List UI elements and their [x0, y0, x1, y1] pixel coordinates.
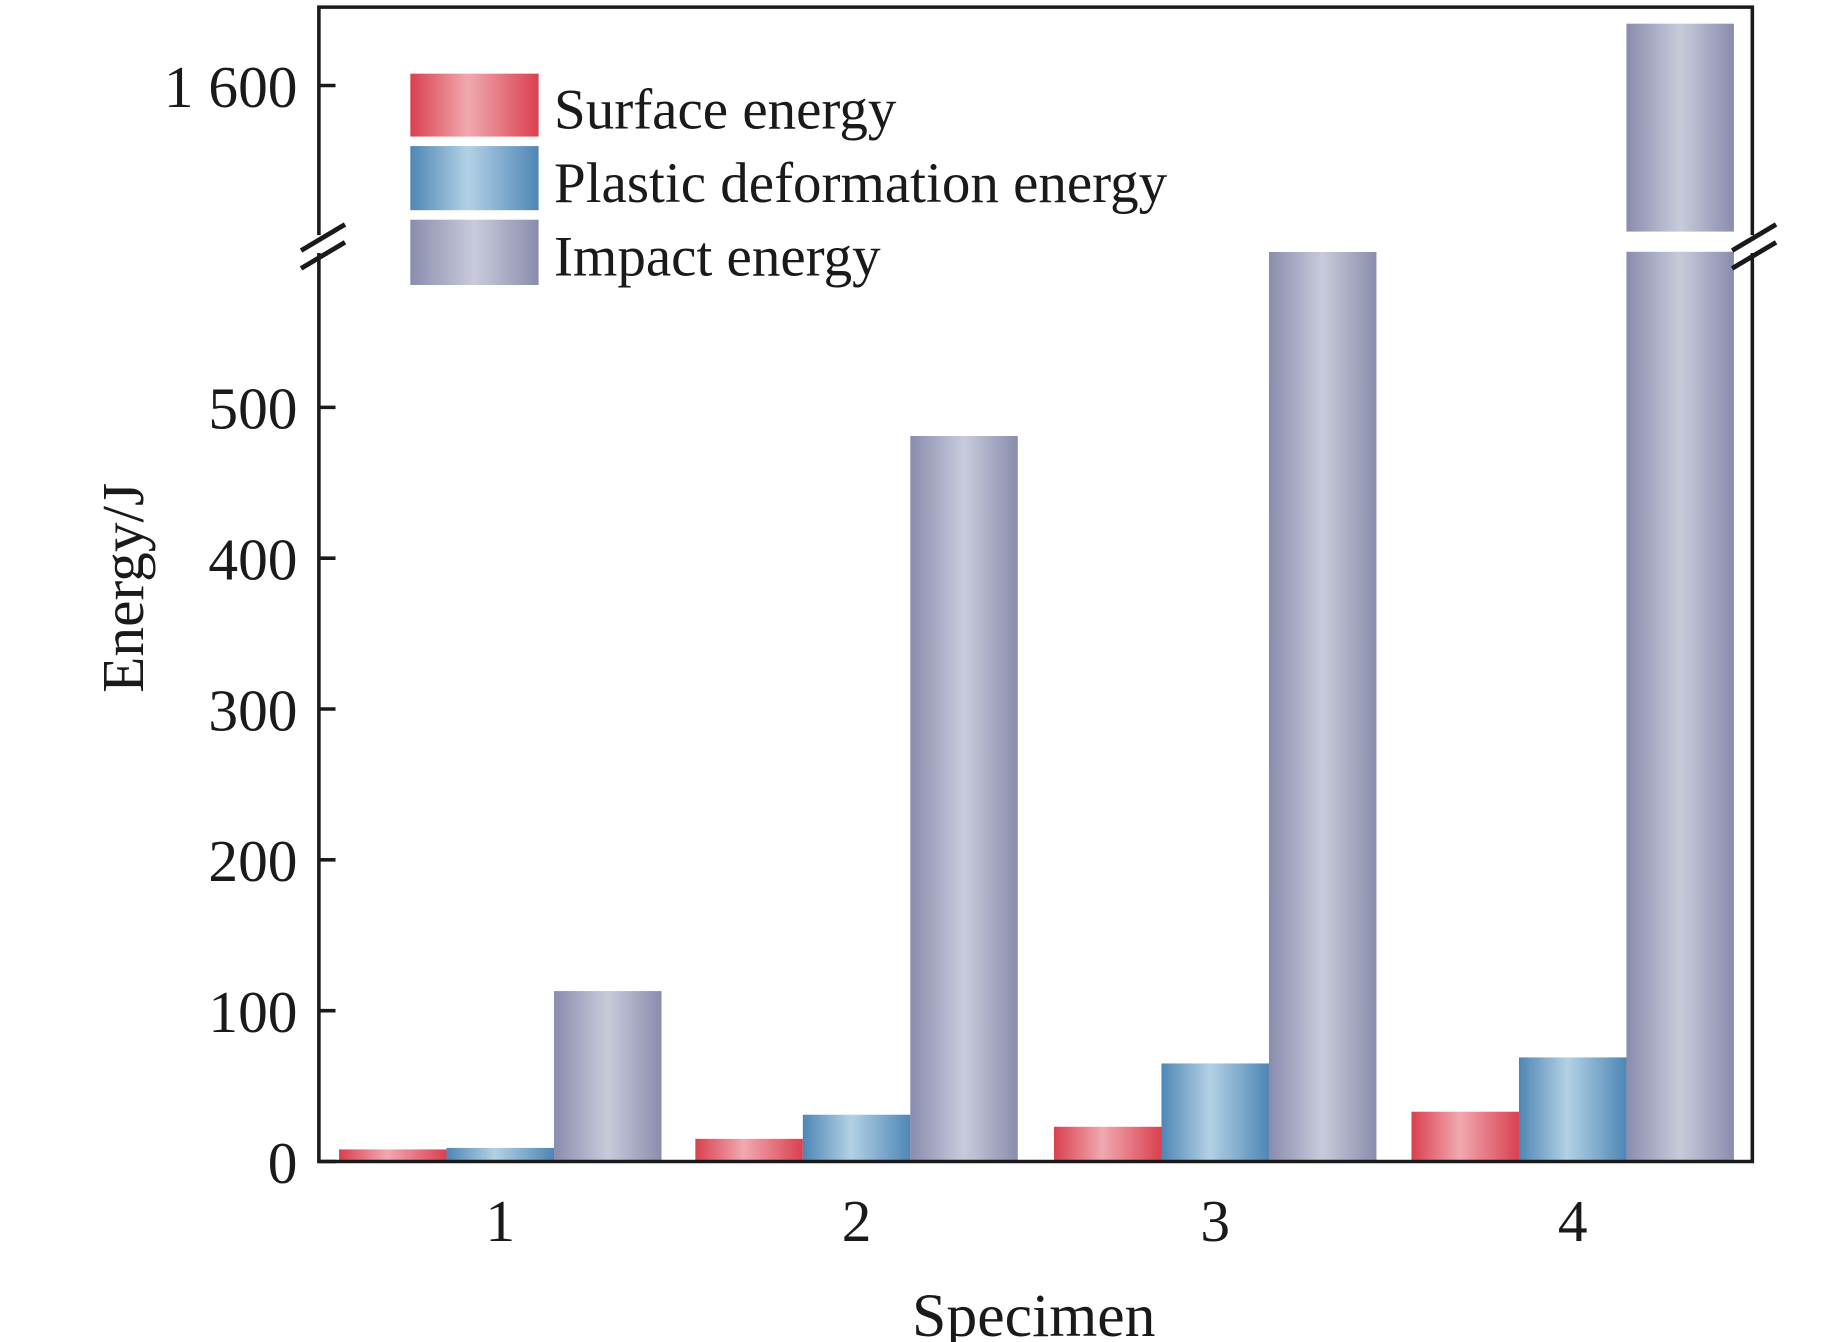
x-tick-label: 2 [842, 1188, 872, 1254]
bar-impact-energy-specimen-4-lower [1626, 251, 1734, 1162]
y-tick-label: 400 [208, 527, 297, 593]
y-tick-label: 500 [208, 376, 297, 442]
bar-surface-energy-specimen-3 [1054, 1126, 1162, 1162]
bar-impact-energy-specimen-4-upper [1626, 23, 1734, 232]
legend-swatch-impact [410, 219, 539, 286]
y-tick-label: 1 600 [164, 54, 298, 120]
x-tick-label: 4 [1558, 1188, 1588, 1254]
bar-plastic-deformation-energy-specimen-3 [1161, 1063, 1269, 1162]
legend-label-impact: Impact energy [554, 226, 881, 289]
bar-impact-energy-specimen-2 [910, 436, 1018, 1162]
y-tick-label: 0 [268, 1130, 298, 1196]
axis-break-left [299, 222, 347, 271]
x-axis-label: Specimen [912, 1282, 1156, 1342]
x-tick-label: 1 [485, 1188, 515, 1254]
legend-label-surface: Surface energy [554, 78, 897, 141]
y-ticks: 0 100 200 300 400 500 1 600 [164, 54, 336, 1196]
y-tick-label: 200 [208, 828, 297, 894]
bar-surface-energy-specimen-1 [339, 1149, 447, 1162]
legend: Surface energy Plastic deformation energ… [410, 73, 1168, 289]
legend-swatch-plastic [410, 146, 539, 211]
y-tick-label: 300 [208, 677, 297, 743]
y-axis-label: Energy/J [90, 483, 156, 693]
bars-layer [339, 23, 1734, 1162]
bar-impact-energy-specimen-3 [1268, 251, 1377, 1162]
x-tick-label: 3 [1200, 1188, 1230, 1254]
bar-surface-energy-specimen-4 [1411, 1111, 1519, 1162]
bar-surface-energy-specimen-2 [695, 1138, 803, 1162]
x-ticks: 1 2 3 4 [485, 1188, 1587, 1254]
bar-plastic-deformation-energy-specimen-4 [1518, 1057, 1627, 1162]
bar-plastic-deformation-energy-specimen-2 [802, 1114, 911, 1162]
axis-break-right [1730, 222, 1778, 271]
legend-swatch-surface [410, 73, 539, 137]
y-tick-label: 100 [208, 979, 297, 1045]
bar-plastic-deformation-energy-specimen-1 [446, 1147, 555, 1162]
legend-label-plastic: Plastic deformation energy [554, 152, 1168, 215]
bar-impact-energy-specimen-1 [554, 991, 662, 1162]
